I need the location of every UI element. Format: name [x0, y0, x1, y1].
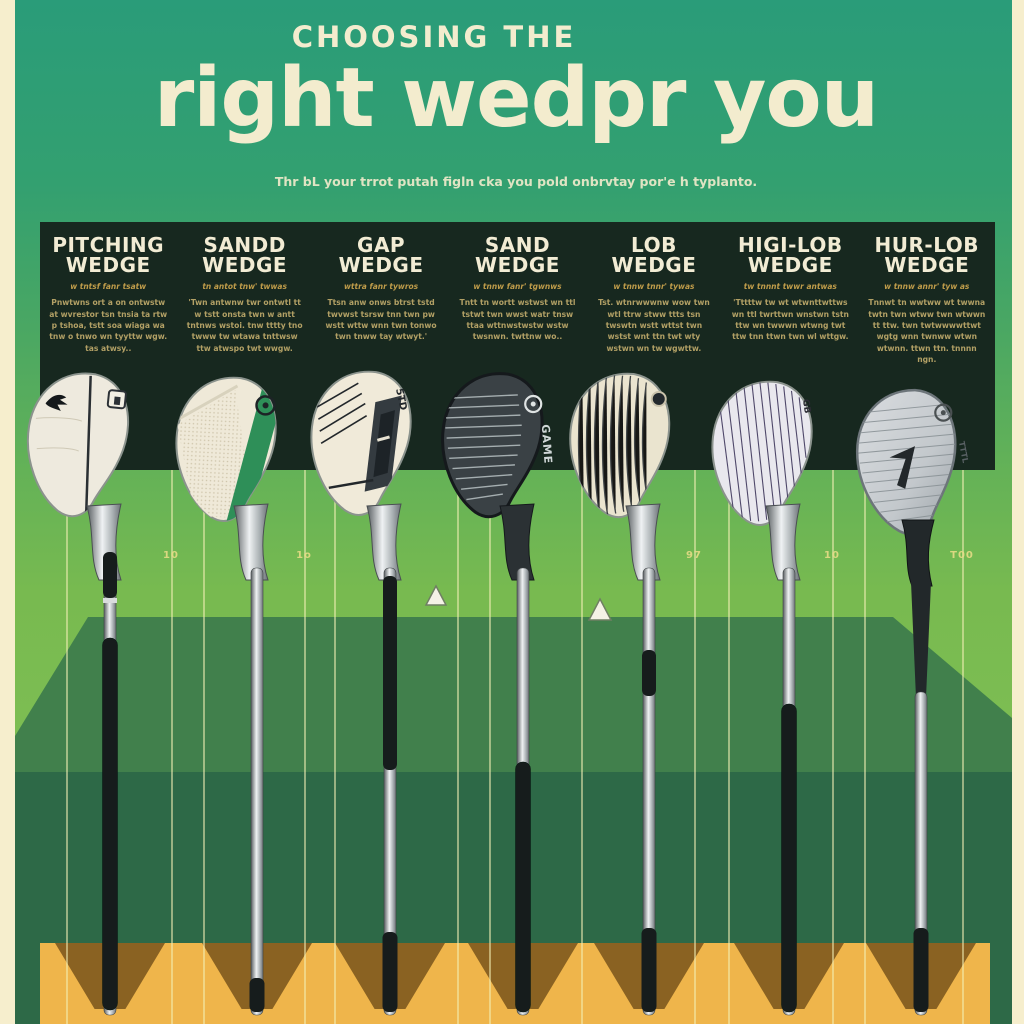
wedge-title: SAND WEDGE — [475, 233, 560, 277]
wedge-column-gap: GAP WEDGE wttra fanr tywros Ttsn anw onws… — [313, 233, 449, 470]
poster-tagline: Thr bL your trrot putah figln cka you po… — [274, 174, 758, 189]
kicker-heading: CHOOSING THE — [291, 20, 577, 54]
wedge-subtitle: w tnnw annr' tyw as — [884, 282, 970, 292]
distance-line — [581, 470, 583, 1024]
tee-marker-icon — [424, 584, 448, 606]
distance-line — [334, 470, 336, 1024]
wedge-description: Pnwtwns ort a on ontwstw at wvrestor tsn… — [49, 298, 168, 353]
sand-wedge-club: GAME — [438, 368, 555, 1016]
svg-text:5TD: 5TD — [393, 388, 408, 412]
wedge-column-pitching: PITCHING WEDGE w tntsf fanr tsatw Pnwtwns… — [40, 233, 176, 470]
wedge-description: Ttsn anw onws btrst tstd twvwst tsrsw tn… — [325, 298, 437, 342]
wedge-subtitle: tn antot tnw' twwas — [202, 282, 287, 292]
distance-label: T00 — [950, 550, 974, 561]
wedge-column-lob: LOB WEDGE w tnnw tnnr' tywas Tst. wtnrwww… — [586, 233, 722, 470]
tee-marker-icon — [587, 597, 613, 621]
wedge-description: 'Tttttw tw wt wtwnttwttws wn ttl twrttwn… — [731, 298, 849, 342]
distance-line — [728, 470, 730, 1024]
gap-wedge-club: 5TD — [306, 367, 415, 1016]
wedge-subtitle: tw tnnnt twwr antwas — [743, 282, 837, 292]
poster-title: right wedpr you — [153, 51, 879, 146]
distance-line — [66, 470, 68, 1024]
fairway-mound — [15, 617, 1012, 777]
distance-label: 97 — [686, 550, 702, 561]
distance-line — [304, 470, 306, 1024]
distance-line — [171, 470, 173, 1024]
higi-lob-wedge-club: GB — [707, 377, 816, 1016]
distance-label: 10 — [163, 550, 179, 561]
distance-line — [832, 470, 834, 1024]
wedge-subtitle: w tnnw fanr' tgwnws — [473, 282, 562, 292]
wedge-description: Tntt tn wortt wstwst wn ttl tstwt twn ww… — [459, 298, 576, 342]
wedge-subtitle: wttra fanr tywros — [343, 282, 419, 292]
wedge-description: Tnnwt tn wwtww wt twwna twtn twn wtww tw… — [868, 298, 986, 365]
pitching-wedge-club — [25, 366, 135, 1016]
poster-border-right — [1012, 0, 1024, 1024]
wedge-title: HUR-LOB WEDGE — [874, 233, 980, 277]
wedge-title: GAP WEDGE — [338, 233, 424, 277]
wedge-title: HIGI-LOB WEDGE — [738, 233, 843, 277]
distance-line — [962, 470, 964, 1024]
distance-line — [489, 470, 491, 1024]
wedge-subtitle: w tnnw tnnr' tywas — [613, 282, 695, 292]
wedge-title: PITCHING WEDGE — [52, 233, 165, 277]
svg-text:TTTL: TTTL — [957, 441, 970, 464]
svg-text:GAME: GAME — [539, 424, 555, 465]
hur-lob-wedge-club: TTTL — [852, 386, 970, 1016]
distance-line — [203, 470, 205, 1024]
lob-wedge-club — [566, 370, 673, 1016]
distance-label: 1o — [296, 550, 312, 561]
wedge-description: 'Twn antwnw twr ontwtl tt w tstt onsta t… — [186, 298, 303, 353]
wedge-title: SANDD WEDGE — [202, 233, 288, 277]
wedge-description: Tst. wtnrwwwnw wow twn wtl ttrw stww ttt… — [598, 298, 710, 353]
wedge-column-sandd: SANDD WEDGE tn antot tnw' twwas 'Twn antw… — [176, 233, 312, 470]
wedge-column-hur-lob: HUR-LOB WEDGE w tnnw annr' tyw as Tnnwt t… — [859, 233, 995, 470]
svg-text:GB: GB — [800, 399, 812, 414]
wedge-subtitle: w tntsf fanr tsatw — [70, 282, 147, 292]
distance-line — [864, 470, 866, 1024]
wedge-column-sand: SAND WEDGE w tnnw fanr' tgwnws Tntt tn wo… — [449, 233, 585, 470]
wedge-title: LOB WEDGE — [611, 233, 697, 277]
sandd-wedge-club — [172, 373, 280, 1016]
wedge-column-higi-lob: HIGI-LOB WEDGE tw tnnnt twwr antwas 'Tttt… — [722, 233, 858, 470]
distance-label: 10 — [824, 550, 840, 561]
poster-border-left — [0, 0, 15, 1024]
distance-line — [694, 470, 696, 1024]
distance-line — [457, 470, 459, 1024]
